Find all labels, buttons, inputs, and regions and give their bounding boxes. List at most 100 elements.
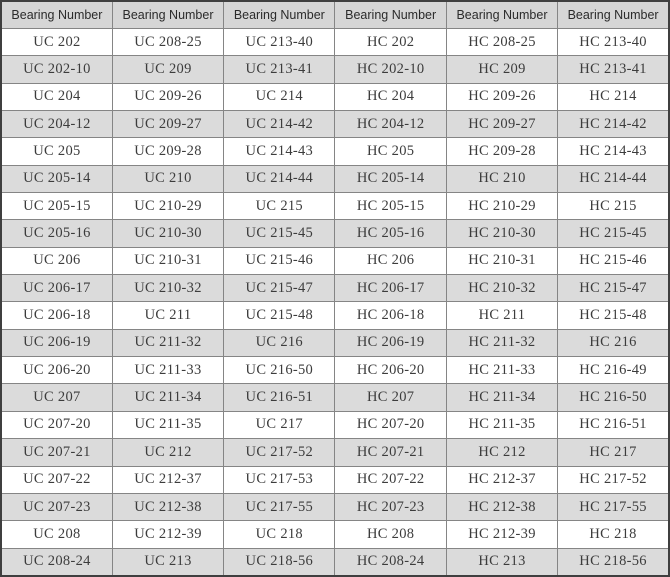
table-cell: HC 204-12 [334,110,447,139]
table-cell: HC 205 [334,137,447,166]
table-cell: HC 206-19 [334,328,447,358]
table-cell: HC 212 [445,438,559,467]
table-cell: HC 210-30 [445,219,559,248]
table-cell: HC 208-25 [445,27,559,57]
table-cell: HC 206 [334,246,447,276]
column-header: Bearing Number [223,0,336,29]
table-cell: UC 214 [223,82,336,112]
table-cell: HC 208 [334,520,447,549]
table-cell: UC 210-30 [111,219,225,248]
table-cell: HC 202-10 [334,55,447,84]
table-cell: UC 212-37 [111,465,225,494]
table-cell: UC 207 [0,383,113,412]
table-cell: HC 216 [557,328,670,358]
table-cell: UC 208 [0,520,113,549]
table-cell: UC 215-46 [223,246,336,276]
table-row: UC 205-14 UC 210 UC 214-44 HC 205-14 HC 210 H… [0,164,670,194]
table-cell: HC 206-17 [334,274,447,303]
table-cell: UC 205-16 [0,219,113,248]
table-cell: HC 216-51 [557,410,670,440]
table-cell: HC 206-18 [334,301,447,330]
table-row: UC 208 UC 212-39 UC 218 HC 208 HC 212-39 HC 2… [0,520,670,549]
table-cell: UC 204-12 [0,110,113,139]
table-cell: HC 210-29 [445,192,559,221]
table-cell: HC 217-55 [557,492,670,522]
table-cell: UC 214-44 [223,164,336,194]
table-cell: UC 215-47 [223,274,336,303]
table-row: UC 206-18 UC 211 UC 215-48 HC 206-18 HC 211 H… [0,301,670,330]
table-cell: HC 218 [557,520,670,549]
table-cell: HC 214 [557,82,670,112]
table-cell: UC 204 [0,82,113,112]
table-cell: UC 207-20 [0,410,113,440]
table-cell: HC 211-35 [445,410,559,440]
table-row: UC 206-20 UC 211-33 UC 216-50 HC 206-20 HC 2… [0,356,670,385]
table-cell: HC 209-26 [445,82,559,112]
table-cell: HC 217 [557,438,670,467]
table-cell: HC 209 [445,55,559,84]
table-cell: HC 212-37 [445,465,559,494]
table-cell: UC 215-45 [223,219,336,248]
table-cell: UC 202-10 [0,55,113,84]
table-row: UC 205-15 UC 210-29 UC 215 HC 205-15 HC 210-… [0,192,670,221]
table-cell: UC 207-23 [0,492,113,522]
table-cell: HC 215-46 [557,246,670,276]
table-cell: HC 205-15 [334,192,447,221]
table-cell: HC 210 [445,164,559,194]
table-cell: UC 216-50 [223,356,336,385]
table-cell: UC 217-52 [223,438,336,467]
table-row: UC 206-17 UC 210-32 UC 215-47 HC 206-17 HC 2… [0,274,670,303]
table-cell: UC 206-20 [0,356,113,385]
table-cell: UC 210-29 [111,192,225,221]
table-cell: HC 215-47 [557,274,670,303]
table-cell: HC 216-49 [557,356,670,385]
table-row: UC 204-12 UC 209-27 UC 214-42 HC 204-12 HC 2… [0,110,670,139]
table-cell: UC 205-15 [0,192,113,221]
table-cell: HC 215-48 [557,301,670,330]
table-cell: HC 205-16 [334,219,447,248]
header-row: Bearing Number Bearing Number Bearing Nu… [0,0,670,29]
table-cell: UC 212-39 [111,520,225,549]
table-cell: UC 215-48 [223,301,336,330]
table-cell: UC 212 [111,438,225,467]
table-cell: HC 218-56 [557,547,670,577]
table-cell: HC 211-33 [445,356,559,385]
table-cell: HC 207-20 [334,410,447,440]
table-cell: UC 210 [111,164,225,194]
column-header: Bearing Number [445,0,559,29]
table-cell: HC 216-50 [557,383,670,412]
table-cell: UC 206-19 [0,328,113,358]
table-cell: UC 206 [0,246,113,276]
table-cell: UC 207-21 [0,438,113,467]
table-cell: HC 202 [334,27,447,57]
table-cell: UC 218-56 [223,547,336,577]
table-cell: HC 217-52 [557,465,670,494]
table-row: UC 206 UC 210-31 UC 215-46 HC 206 HC 210-31 H… [0,246,670,276]
table-cell: HC 206-20 [334,356,447,385]
table-cell: UC 211-32 [111,328,225,358]
table-row: UC 207-23 UC 212-38 UC 217-55 HC 207-23 HC 2… [0,492,670,522]
table-row: UC 202-10 UC 209 UC 213-41 HC 202-10 HC 209 H… [0,55,670,84]
table-cell: HC 205-14 [334,164,447,194]
table-cell: UC 211-34 [111,383,225,412]
table-cell: HC 215-45 [557,219,670,248]
table-cell: HC 209-28 [445,137,559,166]
table-row: UC 207-20 UC 211-35 UC 217 HC 207-20 HC 211-… [0,410,670,440]
table-row: UC 202 UC 208-25 UC 213-40 HC 202 HC 208-25 H… [0,27,670,57]
table-header: Bearing Number Bearing Number Bearing Nu… [0,0,670,29]
table-cell: HC 213-41 [557,55,670,84]
table-cell: HC 210-31 [445,246,559,276]
table-cell: UC 207-22 [0,465,113,494]
table-cell: UC 213-41 [223,55,336,84]
table-row: UC 204 UC 209-26 UC 214 HC 204 HC 209-26 HC 2… [0,82,670,112]
table-cell: UC 214-42 [223,110,336,139]
table-cell: UC 211 [111,301,225,330]
table-cell: HC 207-23 [334,492,447,522]
table-cell: UC 208-25 [111,27,225,57]
table-cell: UC 212-38 [111,492,225,522]
table-cell: UC 217 [223,410,336,440]
table-cell: HC 211-34 [445,383,559,412]
table-row: UC 208-24 UC 213 UC 218-56 HC 208-24 HC 213 H… [0,547,670,577]
table-cell: HC 213-40 [557,27,670,57]
